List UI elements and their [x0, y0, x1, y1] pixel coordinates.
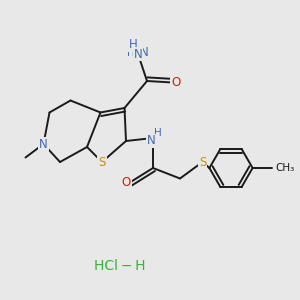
- Text: N: N: [140, 46, 148, 59]
- Text: O: O: [171, 76, 180, 89]
- Text: H: H: [154, 128, 161, 139]
- Text: N: N: [134, 47, 142, 61]
- Text: HCl − H: HCl − H: [94, 259, 146, 272]
- Text: S: S: [98, 155, 106, 169]
- Text: CH₃: CH₃: [275, 163, 294, 173]
- Text: S: S: [199, 155, 206, 169]
- Text: N: N: [39, 137, 48, 151]
- Text: O: O: [122, 176, 130, 190]
- Text: H: H: [127, 47, 134, 58]
- Text: H: H: [129, 38, 138, 51]
- Text: N: N: [147, 134, 156, 148]
